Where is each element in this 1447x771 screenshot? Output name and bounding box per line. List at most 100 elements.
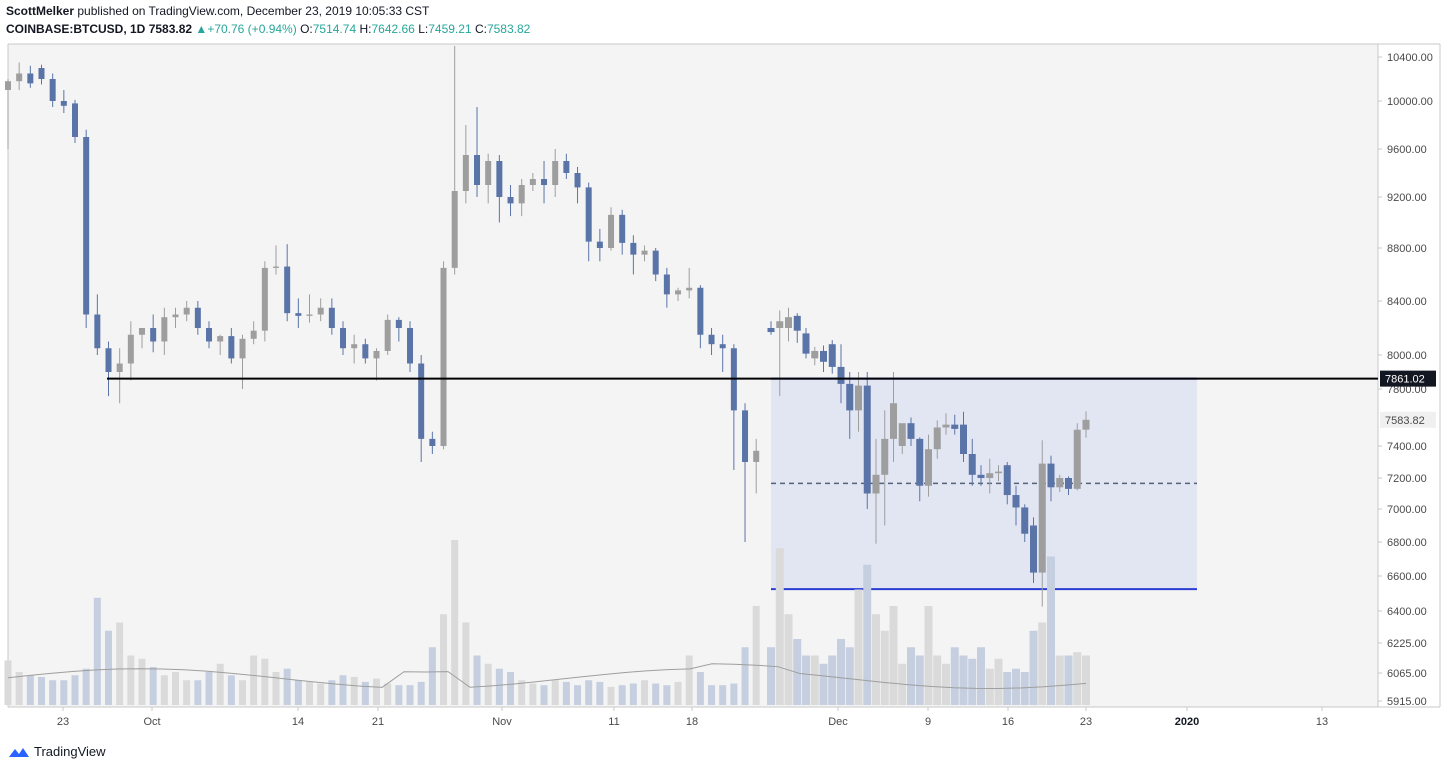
history-body-20[interactable] <box>228 336 235 359</box>
candle-body-26[interactable] <box>995 471 1002 474</box>
history-body-50[interactable] <box>563 161 570 173</box>
candle-body-12[interactable] <box>872 474 880 494</box>
history-body-15[interactable] <box>172 314 179 318</box>
history-body-2[interactable] <box>27 73 34 84</box>
history-body-27[interactable] <box>306 314 313 316</box>
history-body-4[interactable] <box>49 79 56 101</box>
history-body-19[interactable] <box>217 336 224 342</box>
history-body-10[interactable] <box>116 363 123 373</box>
history-body-33[interactable] <box>373 350 380 359</box>
history-body-14[interactable] <box>161 317 168 342</box>
candle-body-13[interactable] <box>881 438 889 475</box>
candle-body-5[interactable] <box>811 350 819 359</box>
candle-body-36[interactable] <box>1082 419 1090 430</box>
history-body-31[interactable] <box>351 344 358 349</box>
history-body-56[interactable] <box>630 242 637 255</box>
history-body-45[interactable] <box>507 197 514 204</box>
candle-body-16[interactable] <box>907 423 915 439</box>
candle-body-28[interactable] <box>1012 495 1020 508</box>
candle-body-3[interactable] <box>793 315 801 331</box>
history-body-53[interactable] <box>596 241 603 248</box>
candle-body-31[interactable] <box>1038 463 1046 573</box>
history-body-41[interactable] <box>462 155 469 191</box>
candle-body-7[interactable] <box>828 344 836 367</box>
history-body-64[interactable] <box>719 344 726 349</box>
history-body-32[interactable] <box>362 344 369 359</box>
history-body-11[interactable] <box>127 334 134 364</box>
history-body-7[interactable] <box>83 137 90 315</box>
history-body-44[interactable] <box>496 161 503 197</box>
candle-body-27[interactable] <box>1003 465 1011 496</box>
candle-body-29[interactable] <box>1021 507 1029 534</box>
candle-body-4[interactable] <box>802 333 810 354</box>
history-body-9[interactable] <box>105 348 112 372</box>
history-body-37[interactable] <box>418 363 425 439</box>
candle-body-25[interactable] <box>986 473 994 478</box>
history-body-59[interactable] <box>663 274 670 295</box>
candle-body-2[interactable] <box>785 317 792 328</box>
candle-body-1[interactable] <box>776 321 784 328</box>
candle-body-8[interactable] <box>837 366 845 384</box>
history-body-47[interactable] <box>529 179 536 185</box>
history-body-13[interactable] <box>150 328 157 342</box>
history-body-30[interactable] <box>340 328 347 349</box>
candle-body-17[interactable] <box>916 438 924 486</box>
history-body-63[interactable] <box>708 334 715 345</box>
tradingview-brand[interactable]: TradingView <box>8 744 106 759</box>
history-body-24[interactable] <box>273 266 280 268</box>
history-body-67[interactable] <box>753 450 760 462</box>
history-body-46[interactable] <box>518 185 525 204</box>
candle-body-10[interactable] <box>855 385 862 411</box>
candle-body-15[interactable] <box>898 423 906 446</box>
history-body-38[interactable] <box>429 438 436 446</box>
history-body-51[interactable] <box>574 173 581 188</box>
candle-body-0[interactable] <box>767 328 775 333</box>
candle-body-23[interactable] <box>968 454 976 475</box>
symbol-label[interactable]: COINBASE:BTCUSD, 1D <box>6 22 146 36</box>
candle-body-9[interactable] <box>846 383 854 411</box>
candle-body-21[interactable] <box>951 424 959 429</box>
history-body-34[interactable] <box>384 319 391 351</box>
candle-body-19[interactable] <box>933 427 941 450</box>
history-body-29[interactable] <box>328 307 335 328</box>
history-body-26[interactable] <box>295 313 302 316</box>
history-body-22[interactable] <box>250 330 257 339</box>
candle-body-22[interactable] <box>960 424 967 454</box>
history-body-60[interactable] <box>675 290 682 295</box>
candle-body-18[interactable] <box>925 449 932 486</box>
history-body-55[interactable] <box>619 214 626 243</box>
history-body-25[interactable] <box>284 266 291 314</box>
candle-body-34[interactable] <box>1065 478 1072 489</box>
candle-body-24[interactable] <box>977 474 985 478</box>
history-body-40[interactable] <box>451 191 458 268</box>
history-body-5[interactable] <box>60 101 67 106</box>
history-body-66[interactable] <box>742 410 749 462</box>
history-body-3[interactable] <box>38 68 45 79</box>
history-body-16[interactable] <box>183 307 190 315</box>
history-body-21[interactable] <box>239 338 246 359</box>
history-body-18[interactable] <box>206 328 213 342</box>
history-body-8[interactable] <box>94 314 101 349</box>
history-body-61[interactable] <box>686 287 693 291</box>
candle-body-14[interactable] <box>890 403 897 439</box>
history-body-57[interactable] <box>641 250 648 255</box>
candle-body-35[interactable] <box>1073 429 1081 489</box>
plot-area[interactable] <box>8 44 1378 707</box>
history-body-39[interactable] <box>440 267 447 446</box>
history-body-54[interactable] <box>608 214 615 248</box>
history-body-62[interactable] <box>697 287 704 335</box>
candle-body-6[interactable] <box>820 350 827 362</box>
history-body-58[interactable] <box>652 250 659 275</box>
candle-body-20[interactable] <box>942 424 950 428</box>
history-body-6[interactable] <box>72 103 79 137</box>
candle-body-32[interactable] <box>1047 463 1055 488</box>
history-body-17[interactable] <box>194 307 201 328</box>
history-body-49[interactable] <box>552 161 559 185</box>
author-name[interactable]: ScottMelker <box>6 4 75 18</box>
history-body-35[interactable] <box>395 319 402 328</box>
candle-body-33[interactable] <box>1056 478 1064 488</box>
history-body-36[interactable] <box>407 328 414 364</box>
history-body-42[interactable] <box>474 155 481 185</box>
history-body-0[interactable] <box>5 81 11 90</box>
